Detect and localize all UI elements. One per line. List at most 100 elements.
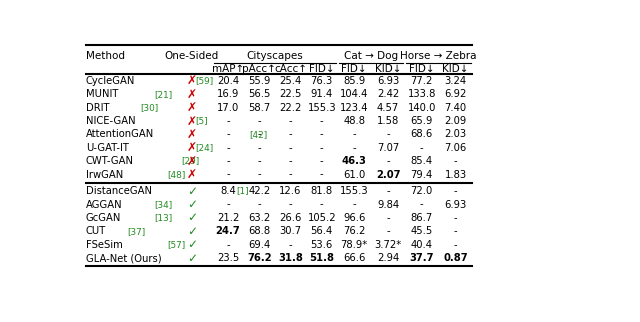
Text: 48.8: 48.8 bbox=[343, 116, 365, 126]
Text: 2.03: 2.03 bbox=[444, 129, 467, 139]
Text: DistanceGAN: DistanceGAN bbox=[86, 186, 152, 196]
Text: [48]: [48] bbox=[168, 170, 186, 179]
Text: ✗: ✗ bbox=[187, 114, 197, 128]
Text: -: - bbox=[289, 169, 292, 179]
Text: ✓: ✓ bbox=[187, 211, 197, 224]
Text: [29]: [29] bbox=[181, 156, 200, 166]
Text: pAcc↑: pAcc↑ bbox=[243, 64, 276, 74]
Text: ✗: ✗ bbox=[187, 101, 197, 114]
Text: 2.42: 2.42 bbox=[377, 89, 399, 99]
Text: -: - bbox=[227, 200, 230, 210]
Text: 17.0: 17.0 bbox=[217, 103, 239, 113]
Text: [5]: [5] bbox=[195, 117, 207, 126]
Text: -: - bbox=[386, 156, 390, 166]
Text: 21.2: 21.2 bbox=[217, 213, 239, 223]
Text: FID↓: FID↓ bbox=[409, 64, 435, 74]
Text: CycleGAN: CycleGAN bbox=[86, 76, 135, 86]
Text: ✓: ✓ bbox=[187, 238, 197, 251]
Text: 6.93: 6.93 bbox=[377, 76, 399, 86]
Text: One-Sided: One-Sided bbox=[164, 51, 219, 61]
Text: [21]: [21] bbox=[154, 90, 172, 99]
Text: 91.4: 91.4 bbox=[310, 89, 333, 99]
Text: 6.93: 6.93 bbox=[444, 200, 467, 210]
Text: FID↓: FID↓ bbox=[342, 64, 367, 74]
Text: 78.9*: 78.9* bbox=[340, 240, 368, 250]
Text: [1]: [1] bbox=[236, 187, 248, 195]
Text: 7.07: 7.07 bbox=[377, 143, 399, 153]
Text: 1.83: 1.83 bbox=[444, 169, 467, 179]
Text: ✗: ✗ bbox=[187, 74, 197, 87]
Text: 0.87: 0.87 bbox=[443, 253, 468, 263]
Text: 105.2: 105.2 bbox=[307, 213, 336, 223]
Text: Cat → Dog: Cat → Dog bbox=[344, 51, 398, 61]
Text: 7.40: 7.40 bbox=[444, 103, 467, 113]
Text: 155.3: 155.3 bbox=[340, 186, 369, 196]
Text: 68.6: 68.6 bbox=[411, 129, 433, 139]
Text: FSeSim: FSeSim bbox=[86, 240, 123, 250]
Text: 76.2: 76.2 bbox=[343, 226, 365, 236]
Text: -: - bbox=[289, 129, 292, 139]
Text: KID↓: KID↓ bbox=[442, 64, 468, 74]
Text: 31.8: 31.8 bbox=[278, 253, 303, 263]
Text: -: - bbox=[320, 169, 324, 179]
Text: -: - bbox=[386, 226, 390, 236]
Text: FID↓: FID↓ bbox=[309, 64, 335, 74]
Text: 56.4: 56.4 bbox=[310, 226, 333, 236]
Text: 2.09: 2.09 bbox=[444, 116, 467, 126]
Text: [57]: [57] bbox=[168, 240, 186, 249]
Text: -: - bbox=[289, 116, 292, 126]
Text: -: - bbox=[227, 143, 230, 153]
Text: -: - bbox=[257, 143, 261, 153]
Text: -: - bbox=[289, 200, 292, 210]
Text: 2.94: 2.94 bbox=[377, 253, 399, 263]
Text: 79.4: 79.4 bbox=[411, 169, 433, 179]
Text: 155.3: 155.3 bbox=[307, 103, 336, 113]
Text: 12.6: 12.6 bbox=[280, 186, 301, 196]
Text: KID↓: KID↓ bbox=[375, 64, 401, 74]
Text: -: - bbox=[454, 156, 458, 166]
Text: -: - bbox=[353, 143, 356, 153]
Text: 23.5: 23.5 bbox=[217, 253, 239, 263]
Text: ✓: ✓ bbox=[187, 251, 197, 265]
Text: ✗: ✗ bbox=[187, 155, 197, 168]
Text: AttentionGAN: AttentionGAN bbox=[86, 129, 154, 139]
Text: ✗: ✗ bbox=[187, 168, 197, 181]
Text: 104.4: 104.4 bbox=[340, 89, 369, 99]
Text: 16.9: 16.9 bbox=[217, 89, 239, 99]
Text: 76.2: 76.2 bbox=[247, 253, 271, 263]
Text: -: - bbox=[353, 200, 356, 210]
Text: ✓: ✓ bbox=[187, 198, 197, 211]
Text: [24]: [24] bbox=[195, 143, 213, 152]
Text: 53.6: 53.6 bbox=[310, 240, 333, 250]
Text: 2.07: 2.07 bbox=[376, 169, 400, 179]
Text: 56.5: 56.5 bbox=[248, 89, 271, 99]
Text: -: - bbox=[454, 226, 458, 236]
Text: ✗: ✗ bbox=[187, 141, 197, 154]
Text: 76.3: 76.3 bbox=[310, 76, 333, 86]
Text: 1.58: 1.58 bbox=[377, 116, 399, 126]
Text: -: - bbox=[454, 213, 458, 223]
Text: [13]: [13] bbox=[154, 213, 172, 223]
Text: 72.0: 72.0 bbox=[411, 186, 433, 196]
Text: 133.8: 133.8 bbox=[408, 89, 436, 99]
Text: ✗: ✗ bbox=[187, 88, 197, 101]
Text: -: - bbox=[420, 200, 424, 210]
Text: -: - bbox=[454, 186, 458, 196]
Text: -: - bbox=[289, 156, 292, 166]
Text: 58.7: 58.7 bbox=[248, 103, 271, 113]
Text: IrwGAN: IrwGAN bbox=[86, 169, 124, 179]
Text: NICE-GAN: NICE-GAN bbox=[86, 116, 136, 126]
Text: 123.4: 123.4 bbox=[340, 103, 369, 113]
Text: -: - bbox=[320, 156, 324, 166]
Text: CWT-GAN: CWT-GAN bbox=[86, 156, 134, 166]
Text: -: - bbox=[386, 213, 390, 223]
Text: 96.6: 96.6 bbox=[343, 213, 365, 223]
Text: ✗: ✗ bbox=[187, 128, 197, 141]
Text: 22.5: 22.5 bbox=[280, 89, 301, 99]
Text: 68.8: 68.8 bbox=[248, 226, 270, 236]
Text: 86.7: 86.7 bbox=[411, 213, 433, 223]
Text: -: - bbox=[257, 129, 261, 139]
Text: -: - bbox=[320, 129, 324, 139]
Text: 3.72*: 3.72* bbox=[374, 240, 402, 250]
Text: mAP↑: mAP↑ bbox=[212, 64, 244, 74]
